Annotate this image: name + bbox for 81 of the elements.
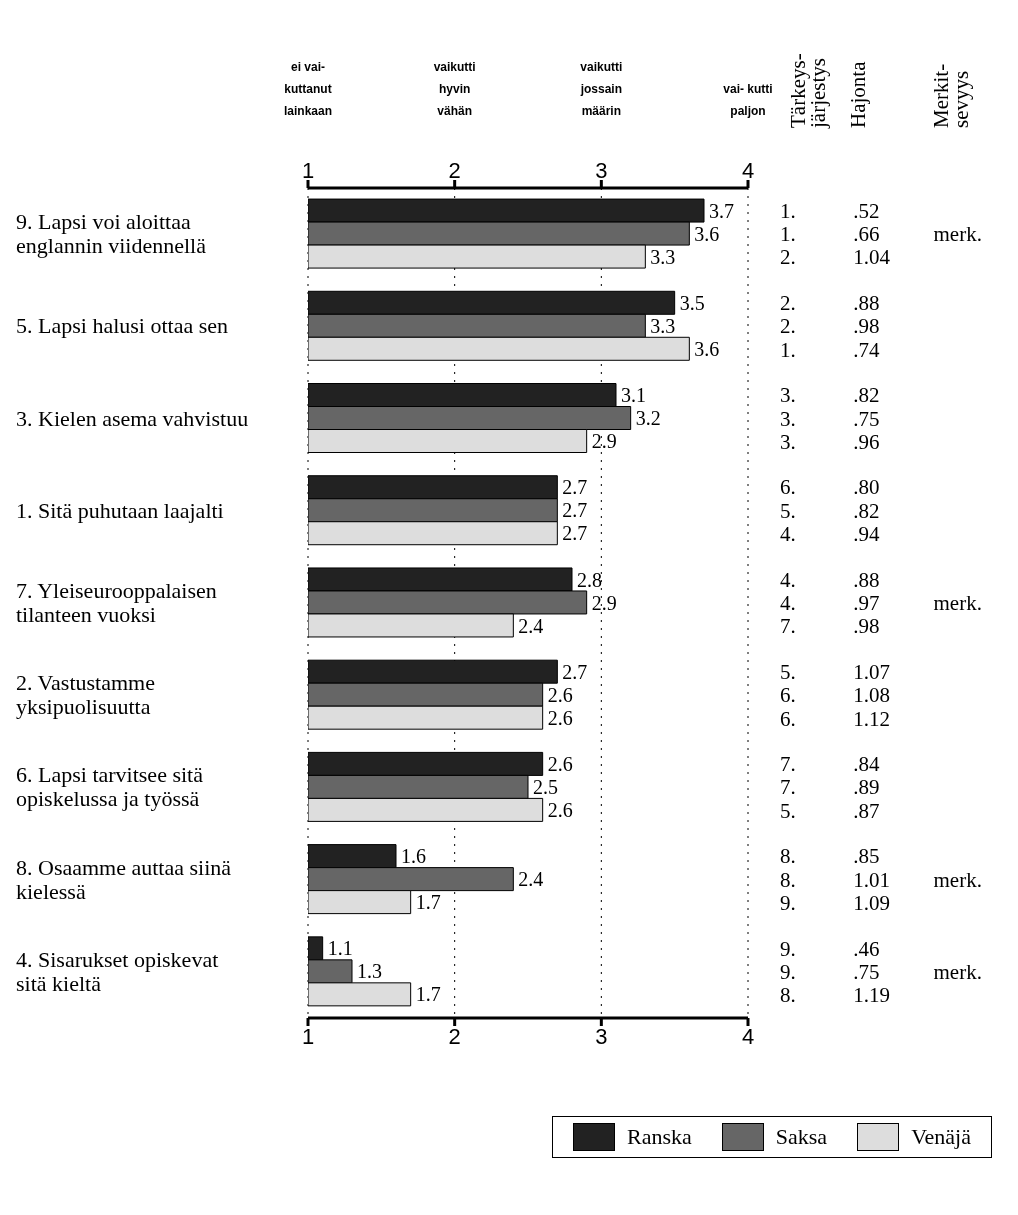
data-label: 3.7 [709, 199, 734, 222]
data-label: 2.7 [562, 476, 588, 499]
text: 5. .87 [780, 798, 880, 823]
text: 4. .94 [780, 522, 880, 547]
text: 5. .82 [780, 498, 880, 523]
x-tick-label: 2 [448, 158, 461, 183]
x2-tick-label: 4 [741, 1023, 755, 1049]
y-tick-label: 7. Yleiseurooppalaisen tilanteen vuoksi [16, 578, 217, 627]
data-label: 2.4 [518, 614, 544, 637]
data-label: 2.6 [547, 799, 573, 821]
text: vaikutti hyvin vähän [432, 59, 477, 120]
data-label: 3.6 [694, 222, 720, 245]
text: Tärkeys- järjestys [786, 52, 831, 128]
text: 6. .80 [780, 475, 880, 500]
y-tick-label: 1. Sitä puhutaan laajalti [16, 497, 224, 523]
data-label: 2.6 [547, 706, 573, 729]
text: 3. .96 [780, 429, 880, 454]
data-label: 2.7 [562, 660, 588, 683]
data-label: 3.3 [650, 245, 676, 268]
legend-label: Saksa [775, 1124, 828, 1150]
text: 8. .85 [780, 844, 880, 869]
x-tick-label: 3 [595, 158, 608, 183]
text: Hajonta [846, 60, 871, 128]
text: 7. .98 [780, 614, 880, 639]
text: 8. 1.01 merk. [780, 867, 982, 892]
text: 5. 1.07 [780, 659, 890, 684]
text: 6. 1.12 [780, 706, 890, 731]
text: 7. .89 [780, 775, 880, 800]
data-label: 3.1 [621, 384, 646, 407]
y-tick-label: 8. Osaamme auttaa siinä kielessä [16, 854, 232, 904]
text: 7. .84 [780, 752, 880, 777]
data-label: 2.6 [547, 753, 573, 775]
x-tick-label: 4 [741, 158, 755, 183]
legend-label: Ranska [627, 1124, 692, 1150]
y-tick-label: 5. Lapsi halusi ottaa sen [16, 313, 229, 339]
text: vai- kutti paljon [722, 81, 774, 120]
text: 2. .88 [780, 290, 880, 315]
text: 4. .97 merk. [780, 591, 982, 615]
text: 4. .88 [780, 567, 880, 592]
data-label: 3.3 [650, 314, 676, 337]
data-label: 1.1 [327, 937, 353, 960]
data-label: 2.7 [562, 499, 588, 522]
x2-tick-label: 1 [301, 1023, 315, 1049]
x2-tick-label: 3 [595, 1023, 608, 1049]
data-label: 1.6 [401, 845, 426, 868]
data-label: 2.8 [577, 568, 602, 591]
data-label: 3.6 [694, 337, 720, 360]
text: 9. .75 merk. [780, 959, 982, 984]
y-tick-label: 4. Sisarukset opiskevat sitä kieltä [16, 946, 219, 996]
text: 9. 1.09 [780, 891, 890, 916]
data-label: 3.2 [635, 407, 661, 430]
text: vaikutti jossain määrin [579, 59, 624, 120]
text: 1. .52 [780, 198, 880, 223]
data-label: 2.5 [533, 776, 558, 798]
data-label: 2.9 [591, 430, 617, 453]
text: 3. .75 [780, 406, 880, 431]
y-tick-label: 3. Kielen asema vahvistuu [16, 405, 249, 431]
data-label: 2.6 [547, 683, 573, 706]
y-tick-label: 2. Vastustamme yksipuolisuutta [16, 670, 155, 720]
text: 2. .98 [780, 314, 880, 339]
x-tick-label: 1 [301, 158, 315, 183]
data-label: 1.7 [415, 983, 441, 1006]
text: 1. .74 [780, 337, 880, 362]
text: 1. .66 merk. [780, 222, 982, 247]
text: 6. 1.08 [780, 683, 890, 708]
data-label: 1.7 [415, 891, 441, 914]
text: 3. .82 [780, 383, 880, 408]
text: 2. 1.04 [780, 245, 890, 270]
x2-tick-label: 2 [448, 1023, 461, 1049]
text: 9. .46 [780, 936, 880, 961]
data-label: 2.9 [591, 591, 617, 614]
y-tick-label: 9. Lapsi voi aloittaa englannin viidennellä [16, 209, 207, 259]
text: Merkit- sevyys [929, 62, 974, 128]
y-tick-label: 6. Lapsi tarvitsee sitä opiskelussa ja työssä [16, 762, 204, 812]
data-label: 1.3 [357, 960, 382, 983]
legend-label: Venäjä [911, 1124, 971, 1150]
data-label: 2.7 [562, 522, 588, 545]
text: 8. 1.19 [780, 983, 890, 1008]
data-label: 3.5 [679, 291, 705, 314]
data-label: 2.4 [518, 868, 544, 891]
text: ei vai- kuttanut lainkaan [283, 59, 333, 120]
